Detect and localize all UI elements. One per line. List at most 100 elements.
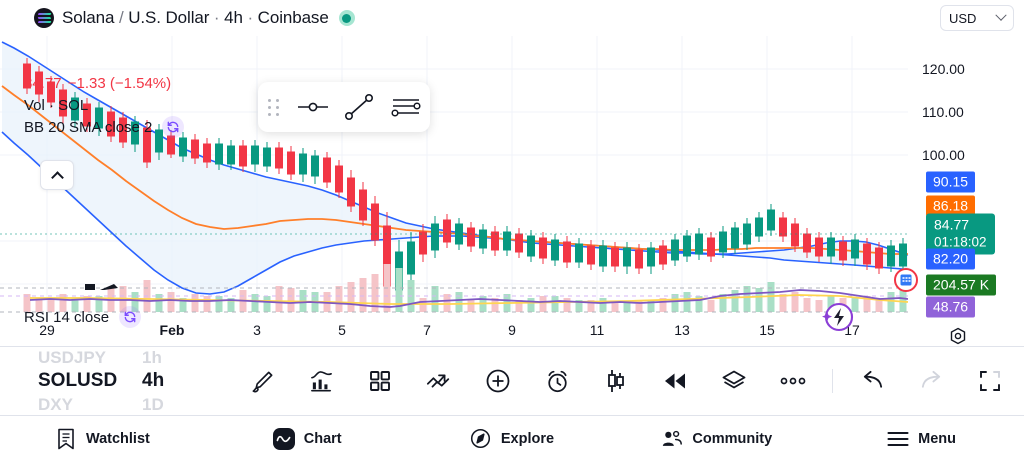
chart-style-button[interactable] — [596, 361, 636, 401]
fullscreen-button[interactable] — [970, 361, 1010, 401]
nav-item-menu[interactable]: Menu — [819, 416, 1024, 461]
symbol-picker-below[interactable]: DXY 1D — [38, 394, 232, 415]
nav-item-community[interactable]: Community — [614, 416, 819, 461]
more-button[interactable] — [773, 361, 813, 401]
alerts-button[interactable] — [537, 361, 577, 401]
axis-settings-icon[interactable] — [948, 326, 968, 346]
symbol-title-group[interactable]: Solana / U.S. Dollar · 4h · Coinbase — [0, 8, 355, 28]
candle-icon — [608, 370, 624, 392]
bb-upper-badge: 90.15 — [926, 171, 976, 193]
exchange-name: Coinbase — [257, 8, 329, 27]
floating-drawing-toolbar[interactable] — [258, 82, 430, 132]
horizontal-line-tool[interactable] — [290, 82, 336, 132]
parallel-channel-icon — [391, 99, 421, 117]
ai-insight-button[interactable] — [816, 298, 856, 338]
bb-lower-badge: 82.20 — [926, 248, 976, 270]
trend-line-tool[interactable] — [336, 82, 382, 132]
title-separator-1: / — [114, 8, 129, 27]
nav-label-explore: Explore — [500, 430, 555, 447]
refresh-icon[interactable] — [119, 306, 142, 328]
trend-line-icon — [344, 94, 373, 120]
rewind-icon — [665, 373, 685, 389]
indicators-chart-icon — [310, 370, 332, 391]
undo-arrow-icon — [863, 370, 882, 388]
earnings-calendar-icon[interactable] — [893, 267, 919, 293]
zigzag-arrows-icon — [426, 374, 450, 388]
nav-item-explore[interactable]: Explore — [410, 416, 615, 461]
alarm-clock-icon — [547, 370, 567, 392]
chart-tools — [232, 347, 1024, 415]
time-tick: 29 — [39, 322, 55, 338]
bar-countdown: 01:18:02 — [934, 234, 987, 250]
symbol-name: Solana — [62, 8, 115, 27]
rsi-canvas — [0, 284, 908, 313]
hamburger-icon — [887, 428, 909, 450]
symbol-picker-fade — [206, 347, 232, 415]
nav-item-watchlist[interactable]: Watchlist — [0, 416, 205, 461]
plus-circle-icon — [486, 369, 510, 393]
candlestick-series — [23, 58, 907, 312]
three-dots-icon — [780, 377, 806, 385]
interval-label: 4h — [224, 8, 243, 27]
rsi-ma-line — [30, 294, 908, 305]
price-axis[interactable]: 120.00 110.00 100.00 90.15 86.18 84.77 0… — [908, 36, 1024, 318]
interval-above: 1h — [142, 347, 162, 367]
redo-arrow-icon — [921, 370, 940, 388]
volume-badge: 204.57 K — [926, 274, 997, 296]
interval-current: 4h — [142, 370, 165, 391]
last-price-badge[interactable]: 84.77 01:18:02 — [926, 213, 995, 255]
price-chart[interactable]: 84.77 −1.33 (−1.54%) Vol · SOL BB 20 SMA… — [0, 36, 908, 332]
grid-squares-icon — [370, 371, 390, 391]
symbol-picker-current[interactable]: SOLUSD 4h — [38, 368, 232, 394]
symbol-below: DXY — [38, 394, 73, 414]
currency-value: USD — [949, 10, 977, 26]
time-tick: 7 — [423, 322, 431, 338]
lightning-sparkle-icon — [822, 302, 854, 332]
page-title[interactable]: Solana / U.S. Dollar · 4h · Coinbase — [62, 8, 329, 28]
nav-label-watchlist: Watchlist — [85, 430, 150, 447]
title-separator-3: · — [242, 8, 258, 27]
rsi-line — [29, 289, 908, 308]
fullscreen-icon — [980, 371, 1000, 391]
price-tick: 120.00 — [922, 61, 965, 77]
objects-tree-button[interactable] — [714, 361, 754, 401]
chart-icon — [272, 427, 295, 450]
add-button[interactable] — [478, 361, 518, 401]
watchlist-icon — [55, 428, 77, 450]
layers-icon — [722, 370, 746, 389]
parallel-channel-tool[interactable] — [382, 82, 430, 132]
indicators-button[interactable] — [301, 361, 341, 401]
toolbar-divider — [832, 369, 833, 393]
interval-below: 1D — [142, 394, 164, 414]
market-open-dot-icon[interactable] — [338, 10, 355, 26]
nav-label-menu: Menu — [918, 430, 957, 447]
legend-rsi-row[interactable]: RSI 14 close — [24, 306, 142, 328]
time-axis[interactable]: 29 Feb 3 5 7 9 11 13 15 17 — [0, 318, 908, 346]
nav-item-chart[interactable]: Chart — [205, 416, 410, 461]
drag-handle-icon[interactable] — [258, 82, 290, 132]
pencil-icon — [252, 371, 272, 392]
collapse-pane-button[interactable] — [40, 160, 74, 190]
layouts-button[interactable] — [360, 361, 400, 401]
redo-button[interactable] — [911, 361, 951, 401]
time-tick: 3 — [253, 322, 261, 338]
currency-select[interactable]: USD — [940, 5, 1014, 31]
rsi-pane[interactable] — [0, 282, 908, 318]
patterns-button[interactable] — [419, 361, 459, 401]
solana-logo-icon — [34, 8, 54, 28]
time-tick: 9 — [508, 322, 516, 338]
bollinger-band-fill — [2, 42, 908, 294]
drawing-tools-button[interactable] — [242, 361, 282, 401]
nav-label-chart: Chart — [303, 430, 342, 447]
symbol-picker-above[interactable]: USDJPY 1h — [38, 347, 232, 368]
symbol-interval-picker[interactable]: USDJPY 1h SOLUSD 4h DXY 1D — [0, 347, 232, 415]
chevron-up-icon — [50, 170, 64, 184]
toolbar-divider — [0, 346, 1024, 347]
undo-button[interactable] — [852, 361, 892, 401]
price-tick: 100.00 — [922, 147, 965, 163]
replay-button[interactable] — [655, 361, 695, 401]
time-tick: 11 — [589, 322, 605, 338]
time-tick: 5 — [338, 322, 346, 338]
last-price-value: 84.77 — [934, 216, 970, 233]
